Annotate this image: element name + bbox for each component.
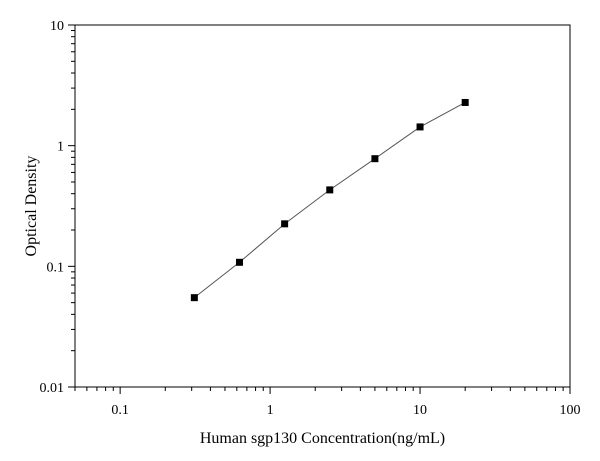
x-tick-label: 0.1: [111, 403, 129, 418]
data-point: [235, 258, 243, 266]
tick-labels: 0.1 1 10 100 0.01 0.1 1 10: [40, 19, 581, 418]
x-axis-title: Human sgp130 Concentration(ng/mL): [200, 430, 445, 447]
y-axis-title: Optical Density: [23, 156, 40, 257]
y-tick-label: 0.01: [40, 381, 65, 396]
y-tick-label: 10: [50, 19, 64, 34]
data-point: [416, 123, 424, 131]
plot-frame: [74, 24, 571, 388]
y-tick-label: 0.1: [47, 260, 65, 275]
y-tick-label: 1: [57, 140, 64, 155]
x-tick-label: 1: [267, 403, 274, 418]
x-tick-label: 10: [413, 403, 427, 418]
data-point: [461, 98, 469, 106]
data-point: [371, 155, 379, 163]
fit-line: [194, 102, 466, 299]
data-point: [190, 294, 198, 302]
x-tick-label: 100: [560, 403, 581, 418]
data-markers: [190, 98, 469, 302]
axis-ticks: [68, 24, 571, 394]
data-point: [326, 186, 334, 194]
data-point: [281, 220, 289, 228]
